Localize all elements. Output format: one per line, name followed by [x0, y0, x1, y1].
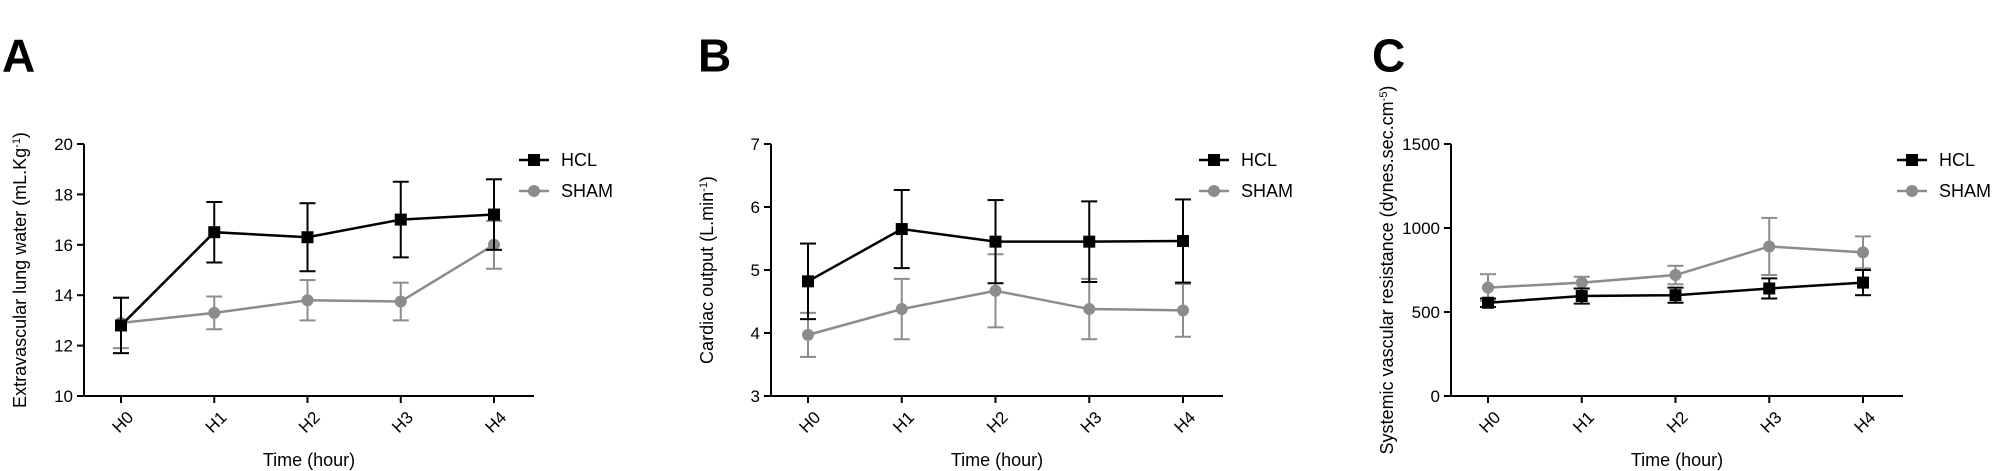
legend-marker-square [528, 154, 540, 166]
legend-marker-square [1208, 154, 1220, 166]
panel-letter: B [698, 30, 731, 82]
y-tick-label: 5 [751, 261, 760, 280]
y-tick-label: 14 [54, 286, 73, 305]
y-tick-label: 7 [751, 135, 760, 154]
x-tick-label: H0 [796, 408, 825, 437]
data-point-square [1482, 296, 1494, 309]
y-axis-title-superscript: -5 [1378, 92, 1390, 102]
legend-label: SHAM [1939, 181, 1991, 201]
y-tick-label: 18 [54, 185, 73, 204]
series-hcl [1480, 269, 1871, 309]
x-tick-label: H4 [1171, 408, 1200, 437]
y-axis-title: Cardiac output (L.min-1) [697, 176, 717, 364]
data-point-square [989, 235, 1002, 248]
legend-label: HCL [1241, 150, 1277, 170]
legend-label: HCL [1939, 150, 1975, 170]
data-point-square [394, 213, 407, 226]
y-tick-label: 500 [1412, 303, 1440, 322]
y-axis-title-end: ) [697, 176, 717, 182]
data-point-circle [1177, 304, 1189, 317]
x-tick-label: H3 [1077, 408, 1106, 437]
x-axis-title: Time (hour) [263, 450, 355, 470]
chart-panel-a: A 10 12 14 16 18 20 H0 H1 H2 H3 H4 Time (hour) Extrav… [2, 30, 613, 470]
x-tick-label: H0 [1476, 408, 1505, 437]
data-point-circle [895, 303, 908, 316]
y-axis-title-superscript: -1 [11, 138, 23, 148]
x-tick-label: H3 [388, 408, 417, 437]
data-point-square [802, 275, 814, 288]
y-tick-label: 12 [54, 337, 73, 356]
legend-marker-circle [1208, 185, 1220, 197]
x-tick-label: H4 [1851, 408, 1880, 437]
x-tick-label: H0 [109, 408, 138, 437]
y-tick-label: 20 [54, 135, 73, 154]
x-tick-label: H3 [1757, 408, 1786, 437]
data-point-circle [989, 284, 1002, 297]
y-tick-label: 6 [751, 198, 760, 217]
data-point-square [1857, 276, 1869, 289]
data-point-circle [1669, 269, 1682, 282]
data-point-square [301, 231, 314, 244]
data-point-circle [208, 306, 221, 319]
y-tick-label: 3 [751, 387, 760, 406]
panel-letter: A [2, 30, 35, 82]
data-point-square [1575, 290, 1588, 303]
chart-panel-c: C 0 500 1000 1500 H0 H1 H2 H3 H4 Time (hour) System… [1372, 30, 1991, 470]
x-tick-label: H1 [1569, 408, 1598, 437]
data-point-square [208, 226, 221, 239]
x-tick-label: H2 [983, 408, 1012, 437]
data-point-square [1083, 235, 1096, 248]
legend-label: SHAM [561, 181, 613, 201]
data-point-square [488, 208, 500, 221]
x-tick-label: H4 [482, 408, 511, 437]
x-tick-label: H1 [202, 408, 231, 437]
data-point-circle [802, 328, 814, 341]
x-axis-title: Time (hour) [951, 450, 1043, 470]
data-point-circle [1763, 240, 1776, 253]
data-point-circle [1857, 246, 1869, 259]
y-tick-label: 16 [54, 236, 73, 255]
y-tick-label: 0 [1431, 387, 1440, 406]
y-tick-label: 1500 [1402, 135, 1440, 154]
data-point-circle [301, 294, 314, 307]
legend-label: HCL [561, 150, 597, 170]
legend-marker-circle [528, 185, 540, 197]
y-tick-label: 4 [751, 324, 760, 343]
data-point-square [895, 223, 908, 236]
legend: HCL SHAM [1897, 150, 1991, 201]
chart-panel-b: B 3 4 5 6 7 H0 H1 H2 H3 H4 Time (hour) Cardiac outpu… [697, 30, 1293, 470]
y-axis-title-main: Extravascular lung water (mL.Kg [10, 148, 30, 408]
y-tick-label: 10 [54, 387, 73, 406]
x-axis-title: Time (hour) [1631, 450, 1723, 470]
series-sham [1480, 216, 1871, 303]
series-hcl [113, 178, 502, 355]
panel-letter: C [1372, 30, 1405, 82]
legend-label: SHAM [1241, 181, 1293, 201]
legend: HCL SHAM [1199, 150, 1293, 201]
x-tick-label: H2 [1663, 408, 1692, 437]
data-point-square [1763, 282, 1776, 295]
data-point-circle [394, 295, 407, 308]
y-axis-title-main: Cardiac output (L.min [697, 192, 717, 364]
data-point-square [115, 319, 127, 332]
y-axis-title-superscript: -1 [698, 182, 710, 192]
data-point-circle [1575, 276, 1588, 289]
series-hcl [800, 188, 1191, 321]
legend: HCL SHAM [519, 150, 613, 201]
x-tick-label: H1 [889, 408, 918, 437]
y-axis-title: Systemic vascular resistance (dynes.sec.… [1377, 86, 1397, 455]
data-point-circle [1482, 281, 1494, 294]
x-tick-label: H2 [295, 408, 324, 437]
legend-marker-square [1906, 154, 1918, 166]
legend-marker-circle [1906, 185, 1918, 197]
y-axis-title-end: ) [10, 132, 30, 138]
y-axis-title: Extravascular lung water (mL.Kg-1) [10, 132, 30, 408]
data-point-circle [1083, 303, 1096, 316]
data-point-square [1669, 289, 1682, 302]
data-point-square [1177, 235, 1189, 248]
y-axis-title-end: ) [1377, 86, 1397, 92]
y-tick-label: 1000 [1402, 219, 1440, 238]
y-axis-title-main: Systemic vascular resistance (dynes.sec.… [1377, 101, 1397, 454]
